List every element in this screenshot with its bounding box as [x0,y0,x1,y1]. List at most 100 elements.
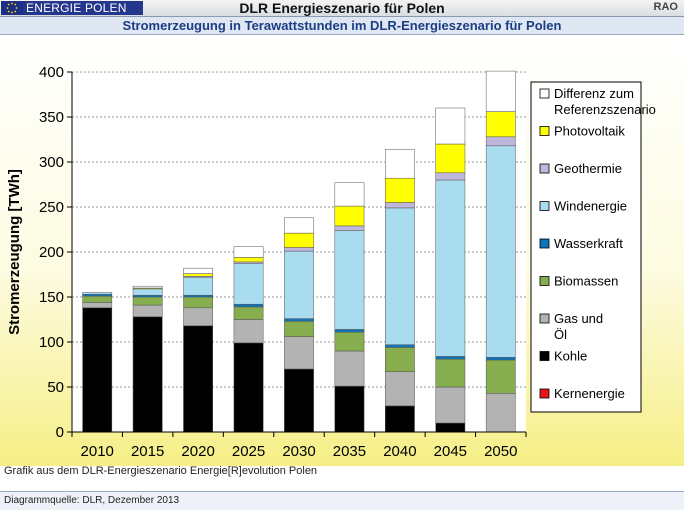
bar-segment [82,292,113,295]
legend-label: Wasserkraft [554,236,623,251]
legend-swatch [539,238,550,249]
bar-segment [485,359,516,394]
bar-segment [485,357,516,361]
y-tick-label: 150 [39,289,64,306]
bar-segment [233,306,264,320]
bar-segment [385,344,415,348]
bar-segment [132,294,163,298]
bar-segment [82,307,113,433]
rao-badge: RAO [653,1,678,13]
bar-segment [334,205,365,227]
bar-segment [334,225,365,231]
bar-segment [233,263,264,305]
bar-segment [183,325,213,433]
y-tick-label: 250 [39,199,64,216]
legend-label: Biomassen [554,274,618,289]
legend-label-cont: Referenzszenario [554,102,656,117]
x-tick-label: 2045 [434,443,467,460]
bar-segment [284,318,314,322]
eu-flag-icon [1,1,23,15]
legend-label: Photovoltaik [554,124,625,139]
chart-subtitle: Stromerzeugung in Terawattstunden im DLR… [122,18,562,33]
bar-segment [435,356,466,360]
y-tick-label: 200 [39,244,64,261]
legend-swatch [539,388,550,399]
x-tick-label: 2020 [181,443,214,460]
logo: ENERGIE POLEN [1,1,143,15]
y-tick-label: 400 [39,64,64,81]
bar-segment [334,350,365,387]
bar-segment [82,294,113,297]
bar-segment [334,230,365,330]
bar-segment [385,177,415,203]
y-tick-label: 100 [39,334,64,351]
y-tick-label: 350 [39,109,64,126]
bar-segment [183,276,213,296]
bar-segment [334,329,365,333]
x-tick-label: 2030 [282,443,315,460]
bar-segment [284,250,314,319]
bar-segment [385,202,415,209]
bar-segment [435,358,466,388]
bar-segment [334,331,365,352]
legend-label: Kohle [554,349,587,364]
legend-swatch [539,126,550,136]
logo-text: ENERGIE POLEN [26,1,127,15]
legend-label: Kernenergie [554,386,625,401]
bar-segment [132,285,163,289]
bar-segment [233,261,264,264]
bar-segment [132,296,163,306]
legend-label: Windenergie [554,199,627,214]
bar-segment [183,273,213,277]
bar-segment [334,182,365,207]
page-title: DLR Energieszenario für Polen [239,0,445,16]
bar-segment [233,319,264,344]
bar-segment [334,385,365,433]
bar-segment [183,294,213,298]
top-bar: ENERGIE POLEN DLR Energieszenario für Po… [0,0,684,17]
bar-segment [233,246,264,258]
x-tick-label: 2040 [383,443,416,460]
chart-source: Diagrammquelle: DLR, Dezember 2013 [4,495,180,506]
bar-segment [132,316,163,433]
bar-segment [435,386,466,424]
legend-label: Differenz zum [554,86,634,101]
bar-segment [132,304,163,318]
legend-label: Gas und [554,311,603,326]
bar-segment [233,303,264,308]
y-tick-label: 300 [39,154,64,171]
x-tick-label: 2035 [333,443,366,460]
legend-swatch [539,351,550,361]
legend-label-cont: Öl [554,327,567,342]
subtitle-bar: Stromerzeugung in Terawattstunden im DLR… [0,17,684,35]
bar-segment [183,307,213,327]
legend-swatch [539,313,550,324]
bar-segment [233,342,264,433]
bar-segment [233,257,264,263]
stacked-bar-chart: 0 50 100 150 200 250 300 350 400 2010 2015 2020 2025… [0,36,684,466]
bar-segment [385,405,415,433]
bar-segment [385,207,415,345]
bar-segment [485,145,516,358]
bar-segment [132,288,163,296]
bar-segment [284,232,314,248]
bar-segment [435,107,466,145]
x-tick-label: 2015 [131,443,164,460]
bar-segment [82,295,113,303]
bar-segment [435,143,466,174]
legend-swatch [539,163,550,174]
y-tick-label: 50 [47,379,64,396]
x-tick-label: 2050 [484,443,517,460]
bar-segment [485,136,516,147]
bar-segment [435,422,466,433]
x-tick-label: 2025 [232,443,265,460]
bar-segment [435,179,466,357]
bar-segment [284,368,314,433]
bar-segment [284,336,314,370]
chart-credit: Grafik aus dem DLR-Energieszenario Energ… [4,465,318,477]
bar-segment [485,111,516,138]
bar-segment [183,296,213,309]
legend-swatch [539,276,550,286]
legend-swatch [539,201,550,211]
bar-segment [435,172,466,181]
